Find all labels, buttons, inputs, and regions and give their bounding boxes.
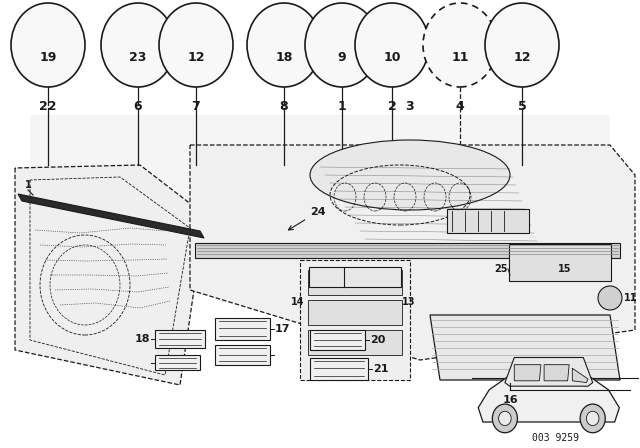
Text: 22: 22	[39, 100, 57, 113]
Text: 7: 7	[191, 100, 200, 113]
FancyBboxPatch shape	[215, 345, 270, 365]
FancyBboxPatch shape	[344, 267, 401, 287]
Text: 25: 25	[495, 264, 508, 274]
Text: 20: 20	[370, 335, 385, 345]
Polygon shape	[430, 315, 620, 380]
Polygon shape	[308, 300, 402, 325]
Text: 2: 2	[388, 100, 396, 113]
Text: 12: 12	[513, 51, 531, 64]
Text: 8: 8	[280, 100, 288, 113]
Polygon shape	[190, 145, 635, 360]
Text: 5: 5	[518, 100, 526, 113]
Ellipse shape	[247, 3, 321, 87]
Text: 13: 13	[402, 297, 415, 307]
Text: 10: 10	[383, 51, 401, 64]
Text: 1: 1	[24, 180, 31, 190]
Text: 3: 3	[406, 100, 414, 113]
Ellipse shape	[355, 3, 429, 87]
Ellipse shape	[423, 3, 497, 87]
FancyBboxPatch shape	[310, 330, 365, 350]
Ellipse shape	[305, 3, 379, 87]
Circle shape	[598, 286, 622, 310]
FancyBboxPatch shape	[509, 244, 611, 281]
FancyBboxPatch shape	[155, 330, 205, 348]
FancyBboxPatch shape	[309, 267, 346, 287]
Text: 1: 1	[338, 100, 346, 113]
Text: 16: 16	[502, 395, 518, 405]
Text: 003 9259: 003 9259	[531, 433, 579, 443]
Ellipse shape	[485, 3, 559, 87]
Text: 19: 19	[39, 51, 57, 64]
FancyBboxPatch shape	[447, 209, 529, 233]
Text: 15: 15	[558, 264, 572, 274]
Polygon shape	[18, 194, 204, 238]
Text: 24: 24	[289, 207, 326, 230]
Text: 9: 9	[338, 51, 346, 64]
Text: 18: 18	[134, 334, 150, 344]
Text: 17: 17	[275, 324, 291, 334]
Ellipse shape	[11, 3, 85, 87]
FancyBboxPatch shape	[215, 318, 270, 340]
Polygon shape	[195, 243, 620, 258]
Polygon shape	[300, 260, 410, 380]
Text: 18: 18	[275, 51, 292, 64]
Text: 11: 11	[624, 293, 637, 303]
Ellipse shape	[101, 3, 175, 87]
Text: 14: 14	[291, 297, 304, 307]
Ellipse shape	[159, 3, 233, 87]
Text: 4: 4	[456, 100, 465, 113]
Text: 23: 23	[129, 51, 147, 64]
FancyBboxPatch shape	[155, 355, 200, 370]
Polygon shape	[308, 330, 402, 355]
Text: 6: 6	[134, 100, 142, 113]
Polygon shape	[15, 165, 205, 385]
Polygon shape	[30, 115, 610, 290]
Text: 11: 11	[451, 51, 468, 64]
Text: 21: 21	[373, 364, 388, 374]
Text: 12: 12	[188, 51, 205, 64]
Polygon shape	[308, 270, 402, 295]
Ellipse shape	[310, 140, 510, 210]
FancyBboxPatch shape	[310, 358, 368, 380]
